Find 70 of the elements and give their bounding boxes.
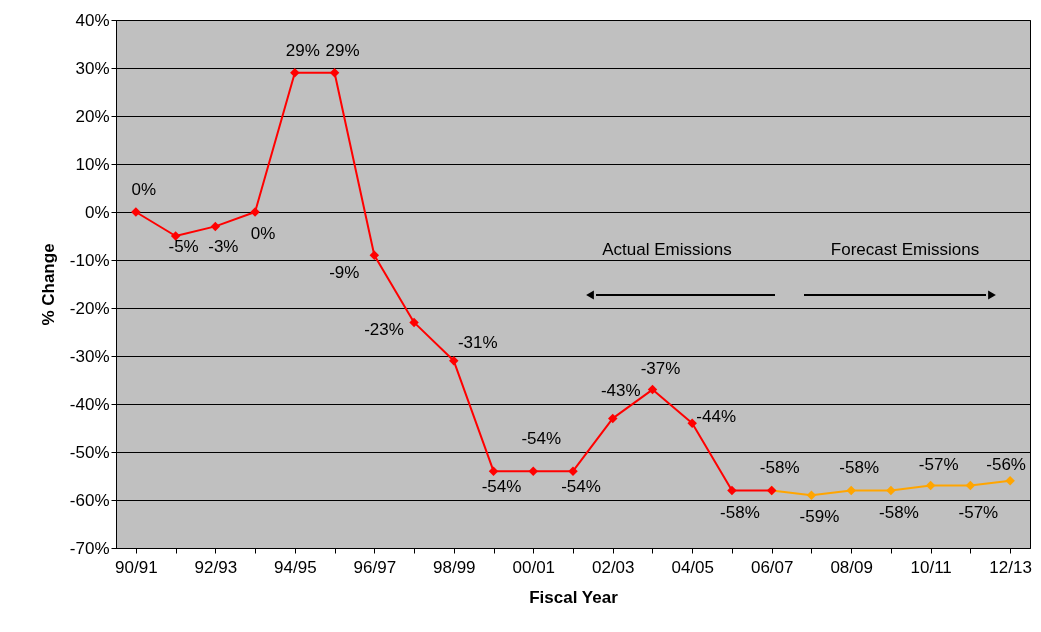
point: [210, 221, 221, 232]
point: [528, 466, 538, 476]
data-label: -56%: [986, 455, 1026, 474]
x-tick-label: 00/01: [512, 557, 556, 577]
data-label: -58%: [879, 503, 919, 522]
point: [608, 413, 618, 424]
point: [965, 480, 976, 491]
y-tick-label: -40%: [69, 394, 110, 414]
data-label: -57%: [918, 455, 959, 474]
x-tick-label: 08/09: [830, 557, 873, 577]
point: [488, 466, 499, 476]
point: [449, 356, 459, 366]
point: [687, 418, 697, 428]
point: [647, 384, 658, 395]
x-tick-label: 94/95: [274, 557, 317, 577]
data-label: -59%: [799, 507, 840, 527]
annotation: Forecast Emissions: [830, 240, 980, 259]
x-tick-label: 96/97: [353, 557, 397, 577]
y-tick-label: -50%: [69, 442, 110, 462]
data-label: -54%: [561, 477, 601, 496]
y-tick-label: 10%: [75, 154, 110, 174]
point: [727, 485, 737, 496]
y-tick-label: 0%: [84, 202, 110, 222]
data-label: -9%: [329, 263, 360, 282]
point: [806, 490, 817, 500]
point: [925, 480, 936, 491]
x-tick-label: 12/13: [989, 557, 1032, 577]
data-label: -58%: [720, 503, 760, 522]
data-label: -58%: [839, 458, 880, 478]
data-label: -37%: [640, 359, 681, 378]
y-tick-label: -10%: [69, 250, 110, 270]
y-tick-label: 30%: [75, 58, 110, 78]
annotation: Actual Emissions: [602, 240, 732, 259]
y-tick-label: -70%: [69, 538, 110, 558]
data-label: -58%: [759, 458, 800, 478]
point: [846, 485, 856, 496]
point: [329, 68, 340, 78]
data-label: -57%: [958, 503, 999, 522]
data-label: -3%: [208, 237, 239, 256]
x-tick-label: 90/91: [115, 557, 158, 577]
data-label: -44%: [696, 407, 737, 426]
y-axis-title: % Change: [38, 243, 58, 326]
point: [369, 250, 380, 260]
data-label: 29%: [325, 40, 360, 60]
point: [1005, 476, 1015, 486]
point: [886, 485, 896, 496]
x-tick-label: 10/11: [910, 557, 952, 577]
x-tick-label: 02/03: [591, 557, 635, 577]
point: [290, 68, 300, 78]
x-tick-label: 06/07: [750, 557, 794, 577]
data-label: 0%: [250, 224, 276, 243]
data-label: -54%: [521, 429, 562, 448]
data-label: -23%: [364, 320, 404, 340]
data-label: 29%: [285, 40, 320, 60]
data-label: -5%: [168, 237, 199, 256]
data-label: 0%: [131, 180, 157, 199]
data-label: -54%: [481, 477, 522, 496]
y-tick-label: 40%: [75, 10, 110, 30]
x-tick-label: 04/05: [671, 557, 714, 577]
data-label: -43%: [600, 381, 641, 400]
y-tick-label: -30%: [69, 346, 110, 366]
y-tick-label: -60%: [69, 490, 110, 510]
point: [170, 231, 181, 241]
point: [409, 317, 419, 328]
x-tick-label: 98/99: [433, 557, 476, 577]
x-axis-title: Fiscal Year: [529, 587, 619, 607]
x-tick-label: 92/93: [194, 557, 238, 577]
data-label: -31%: [457, 333, 498, 352]
y-tick-label: 20%: [75, 106, 110, 126]
y-tick-label: -20%: [69, 298, 110, 318]
